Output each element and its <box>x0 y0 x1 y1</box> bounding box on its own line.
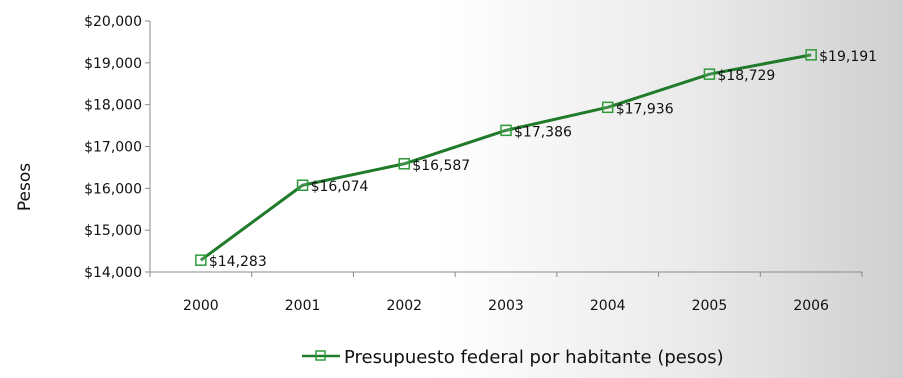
x-tick-label: 2006 <box>793 298 829 314</box>
y-tick-label: $17,000 <box>84 140 142 156</box>
data-point <box>500 124 512 137</box>
data-point <box>296 179 309 191</box>
x-tick-label: 2004 <box>590 298 626 314</box>
x-tick-label: 2003 <box>488 298 524 314</box>
series-line <box>199 53 812 262</box>
data-point <box>703 68 716 80</box>
data-label: $16,587 <box>412 158 470 174</box>
y-tick-label: $14,000 <box>84 265 142 281</box>
data-label: $19,191 <box>819 49 877 65</box>
legend: Presupuesto federal por habitante (pesos… <box>302 347 724 368</box>
data-label: $18,729 <box>717 68 775 84</box>
x-tick-label: 2001 <box>285 298 321 314</box>
y-tick-label: $18,000 <box>84 98 142 114</box>
y-tick-label: $20,000 <box>84 14 142 30</box>
data-point <box>805 49 817 61</box>
data-label: $17,386 <box>514 124 572 140</box>
data-point <box>195 254 207 266</box>
data-label: $17,936 <box>616 101 674 117</box>
x-tick-label: 2005 <box>692 298 728 314</box>
y-axis-ticks: $14,000 $15,000 $16,000 $17,000 $18,000 $19,0… <box>84 14 150 281</box>
y-tick-label: $15,000 <box>84 223 142 239</box>
legend-label: Presupuesto federal por habitante (pesos… <box>344 347 724 368</box>
legend-marker-swatch <box>315 350 326 361</box>
axes <box>149 21 862 273</box>
data-point <box>601 101 614 114</box>
series-group: $14,283 $16,074 $16,587 $17,386 $17,936 $18,7… <box>195 49 877 270</box>
y-axis-title: Pesos <box>15 163 35 211</box>
y-tick-label: $16,000 <box>84 181 142 197</box>
x-tick-label: 2000 <box>183 298 219 314</box>
data-label: $14,283 <box>209 254 267 270</box>
x-axis-ticks: 2000 2001 2002 2003 2004 2005 2006 <box>149 272 863 314</box>
y-tick-label: $19,000 <box>84 56 142 72</box>
x-tick-label: 2002 <box>386 298 422 314</box>
data-point <box>398 158 411 170</box>
data-label: $16,074 <box>311 179 369 195</box>
